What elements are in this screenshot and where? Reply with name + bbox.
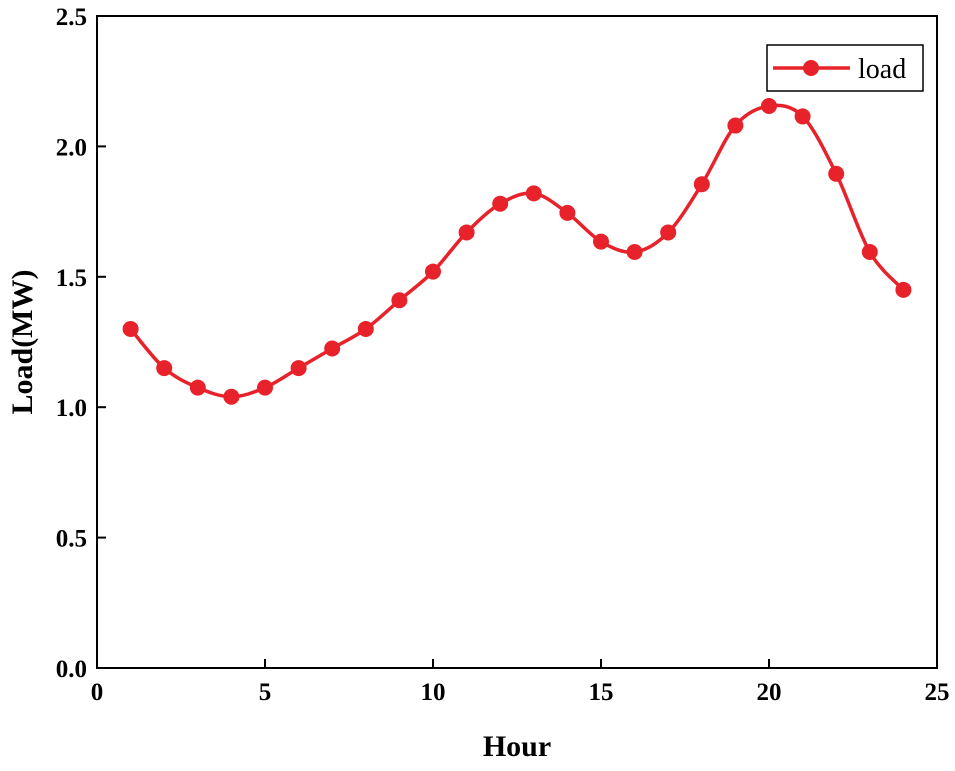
data-point (324, 340, 341, 357)
data-point (525, 185, 542, 202)
x-tick-label: 10 (421, 679, 446, 706)
series-line-load (129, 103, 905, 399)
data-point (391, 292, 408, 309)
y-axis-title: Load(MW) (6, 270, 39, 415)
y-tick-label: 2.5 (56, 4, 87, 31)
data-point (828, 165, 845, 182)
data-point (660, 224, 677, 241)
x-axis-title: Hour (483, 730, 551, 763)
y-tick-label: 1.0 (56, 395, 87, 422)
data-point (458, 224, 475, 241)
data-point (794, 108, 811, 125)
data-point (693, 176, 710, 193)
y-tick-label: 0.0 (56, 656, 87, 683)
x-axis-ticks: 0 5 10 15 20 25 (91, 659, 950, 706)
data-point (122, 320, 139, 337)
series-layer (122, 97, 912, 405)
data-point (727, 117, 744, 134)
y-axis-ticks: 0.0 0.5 1.0 1.5 2.0 2.5 (56, 4, 106, 683)
legend-marker-swatch (803, 60, 819, 76)
legend: load (766, 44, 924, 92)
data-point (593, 233, 609, 250)
data-point (425, 263, 441, 280)
data-point (559, 204, 576, 221)
x-tick-label: 20 (757, 679, 782, 706)
data-point (492, 195, 509, 212)
axes-frame (96, 15, 938, 669)
y-tick-label: 0.5 (56, 526, 87, 553)
legend-entry-load: load (858, 54, 906, 85)
data-point (761, 97, 777, 114)
data-point (290, 360, 307, 377)
data-point (357, 320, 374, 337)
data-point (626, 244, 643, 261)
y-tick-label: 1.5 (56, 265, 87, 292)
x-tick-label: 5 (259, 679, 272, 706)
data-point (895, 281, 912, 298)
plot-area-border (96, 15, 938, 669)
x-tick-label: 25 (925, 679, 950, 706)
x-tick-label: 0 (91, 679, 104, 706)
data-point (861, 244, 878, 261)
y-tick-label: 2.0 (56, 134, 87, 161)
data-point (223, 388, 240, 405)
data-point (189, 379, 206, 396)
x-tick-label: 15 (589, 679, 614, 706)
data-point (257, 379, 273, 396)
data-point (156, 360, 173, 377)
